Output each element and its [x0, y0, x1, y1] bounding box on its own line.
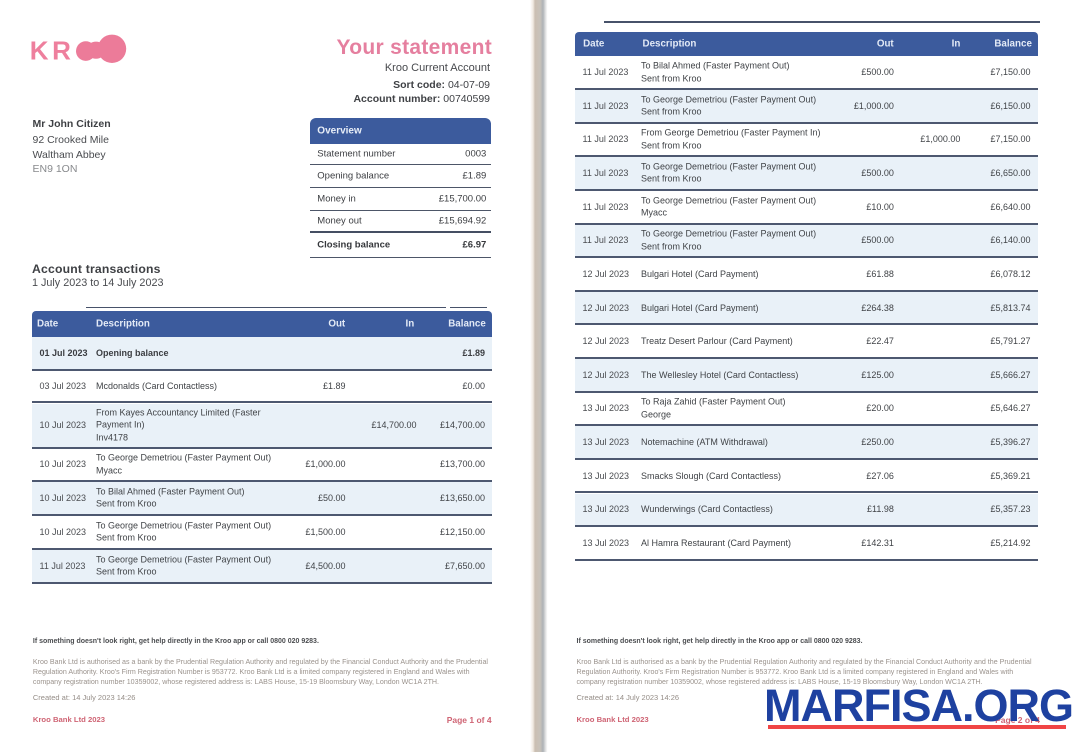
svg-text:KR: KR [30, 35, 75, 65]
